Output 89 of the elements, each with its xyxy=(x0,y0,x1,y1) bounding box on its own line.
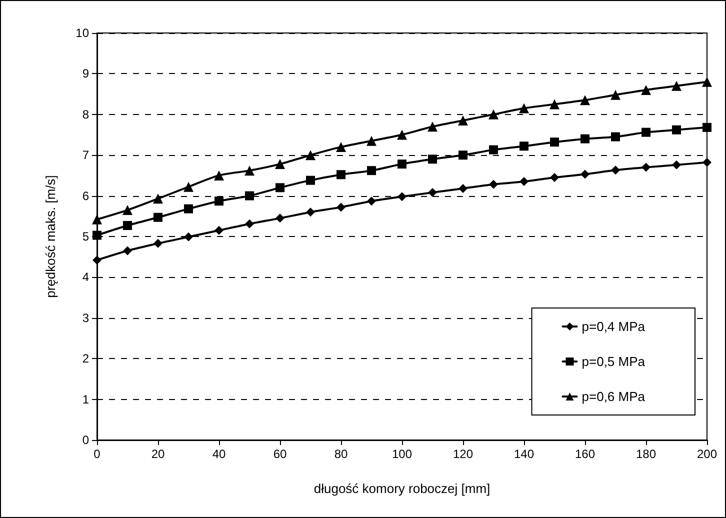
point xyxy=(306,208,315,217)
legend-label: p=0,4 MPa xyxy=(582,319,646,334)
point xyxy=(123,221,132,230)
point xyxy=(580,134,590,144)
legend-label: p=0,5 MPa xyxy=(582,354,646,369)
point xyxy=(122,205,132,216)
point xyxy=(276,214,284,223)
legend-label: p=0,6 MPa xyxy=(582,389,646,404)
point xyxy=(458,116,468,126)
point xyxy=(367,196,376,206)
x-tick-label: 60 xyxy=(273,447,287,461)
point xyxy=(488,109,498,120)
y-tick-label: 2 xyxy=(82,352,90,366)
point xyxy=(550,99,560,110)
point xyxy=(275,159,285,170)
point xyxy=(397,130,407,140)
y-tick-label: 0 xyxy=(82,433,90,447)
point xyxy=(489,145,498,154)
point xyxy=(306,150,316,160)
x-tick-label: 140 xyxy=(514,447,534,461)
point xyxy=(214,196,224,206)
point xyxy=(245,191,254,200)
point xyxy=(92,214,102,224)
x-tick-label: 180 xyxy=(636,447,656,461)
y-tick-label: 7 xyxy=(82,148,90,162)
x-tick-label: 80 xyxy=(334,447,348,461)
x-axis-title: długość komory roboczej [mm] xyxy=(314,481,490,496)
point xyxy=(306,176,315,185)
x-tick-label: 120 xyxy=(452,447,474,461)
point xyxy=(458,150,468,160)
point xyxy=(519,103,529,114)
point xyxy=(398,192,406,202)
point xyxy=(520,177,528,186)
point xyxy=(672,160,681,170)
point xyxy=(214,226,224,235)
y-tick-label: 8 xyxy=(82,107,90,122)
point xyxy=(276,183,284,192)
point xyxy=(520,142,528,151)
x-tick-label: 100 xyxy=(392,447,412,461)
point xyxy=(489,180,498,189)
point xyxy=(611,166,620,175)
x-tick-label: 160 xyxy=(574,447,596,461)
point xyxy=(458,184,468,193)
point xyxy=(244,166,254,176)
point xyxy=(580,170,590,179)
point xyxy=(154,238,162,248)
point xyxy=(184,232,193,242)
point xyxy=(610,90,620,100)
point xyxy=(336,170,346,180)
point xyxy=(702,158,712,167)
point xyxy=(428,154,437,164)
point xyxy=(702,76,712,87)
point xyxy=(550,138,559,147)
x-tick-label: 0 xyxy=(94,447,101,461)
point xyxy=(184,204,193,214)
point xyxy=(367,166,376,176)
point xyxy=(214,170,224,180)
y-tick-label: 3 xyxy=(82,310,90,325)
y-tick-label: 9 xyxy=(82,66,90,81)
point xyxy=(672,125,681,134)
x-tick-label: 40 xyxy=(212,447,226,461)
point xyxy=(642,128,650,137)
point xyxy=(672,80,682,91)
point xyxy=(336,142,346,152)
point xyxy=(123,246,132,256)
point xyxy=(92,256,102,265)
point xyxy=(154,212,162,222)
x-tick-label: 200 xyxy=(696,447,718,461)
y-tick-label: 5 xyxy=(82,230,90,244)
point xyxy=(398,160,406,169)
point xyxy=(428,122,438,132)
point xyxy=(428,188,437,198)
point xyxy=(153,194,163,204)
y-tick-label: 4 xyxy=(82,270,90,284)
point xyxy=(366,136,376,146)
y-tick-label: 10 xyxy=(76,26,90,40)
y-tick-label: 1 xyxy=(82,392,90,406)
point xyxy=(336,202,346,212)
point xyxy=(702,122,712,132)
point xyxy=(580,95,590,106)
point xyxy=(245,219,254,228)
point xyxy=(611,132,620,142)
y-tick-label: 6 xyxy=(82,188,90,203)
point xyxy=(550,172,559,182)
point xyxy=(641,84,651,95)
point xyxy=(184,182,194,192)
x-tick-label: 20 xyxy=(151,447,165,461)
point xyxy=(642,162,650,172)
y-axis-title: prędkość maks. [m/s] xyxy=(43,175,58,298)
